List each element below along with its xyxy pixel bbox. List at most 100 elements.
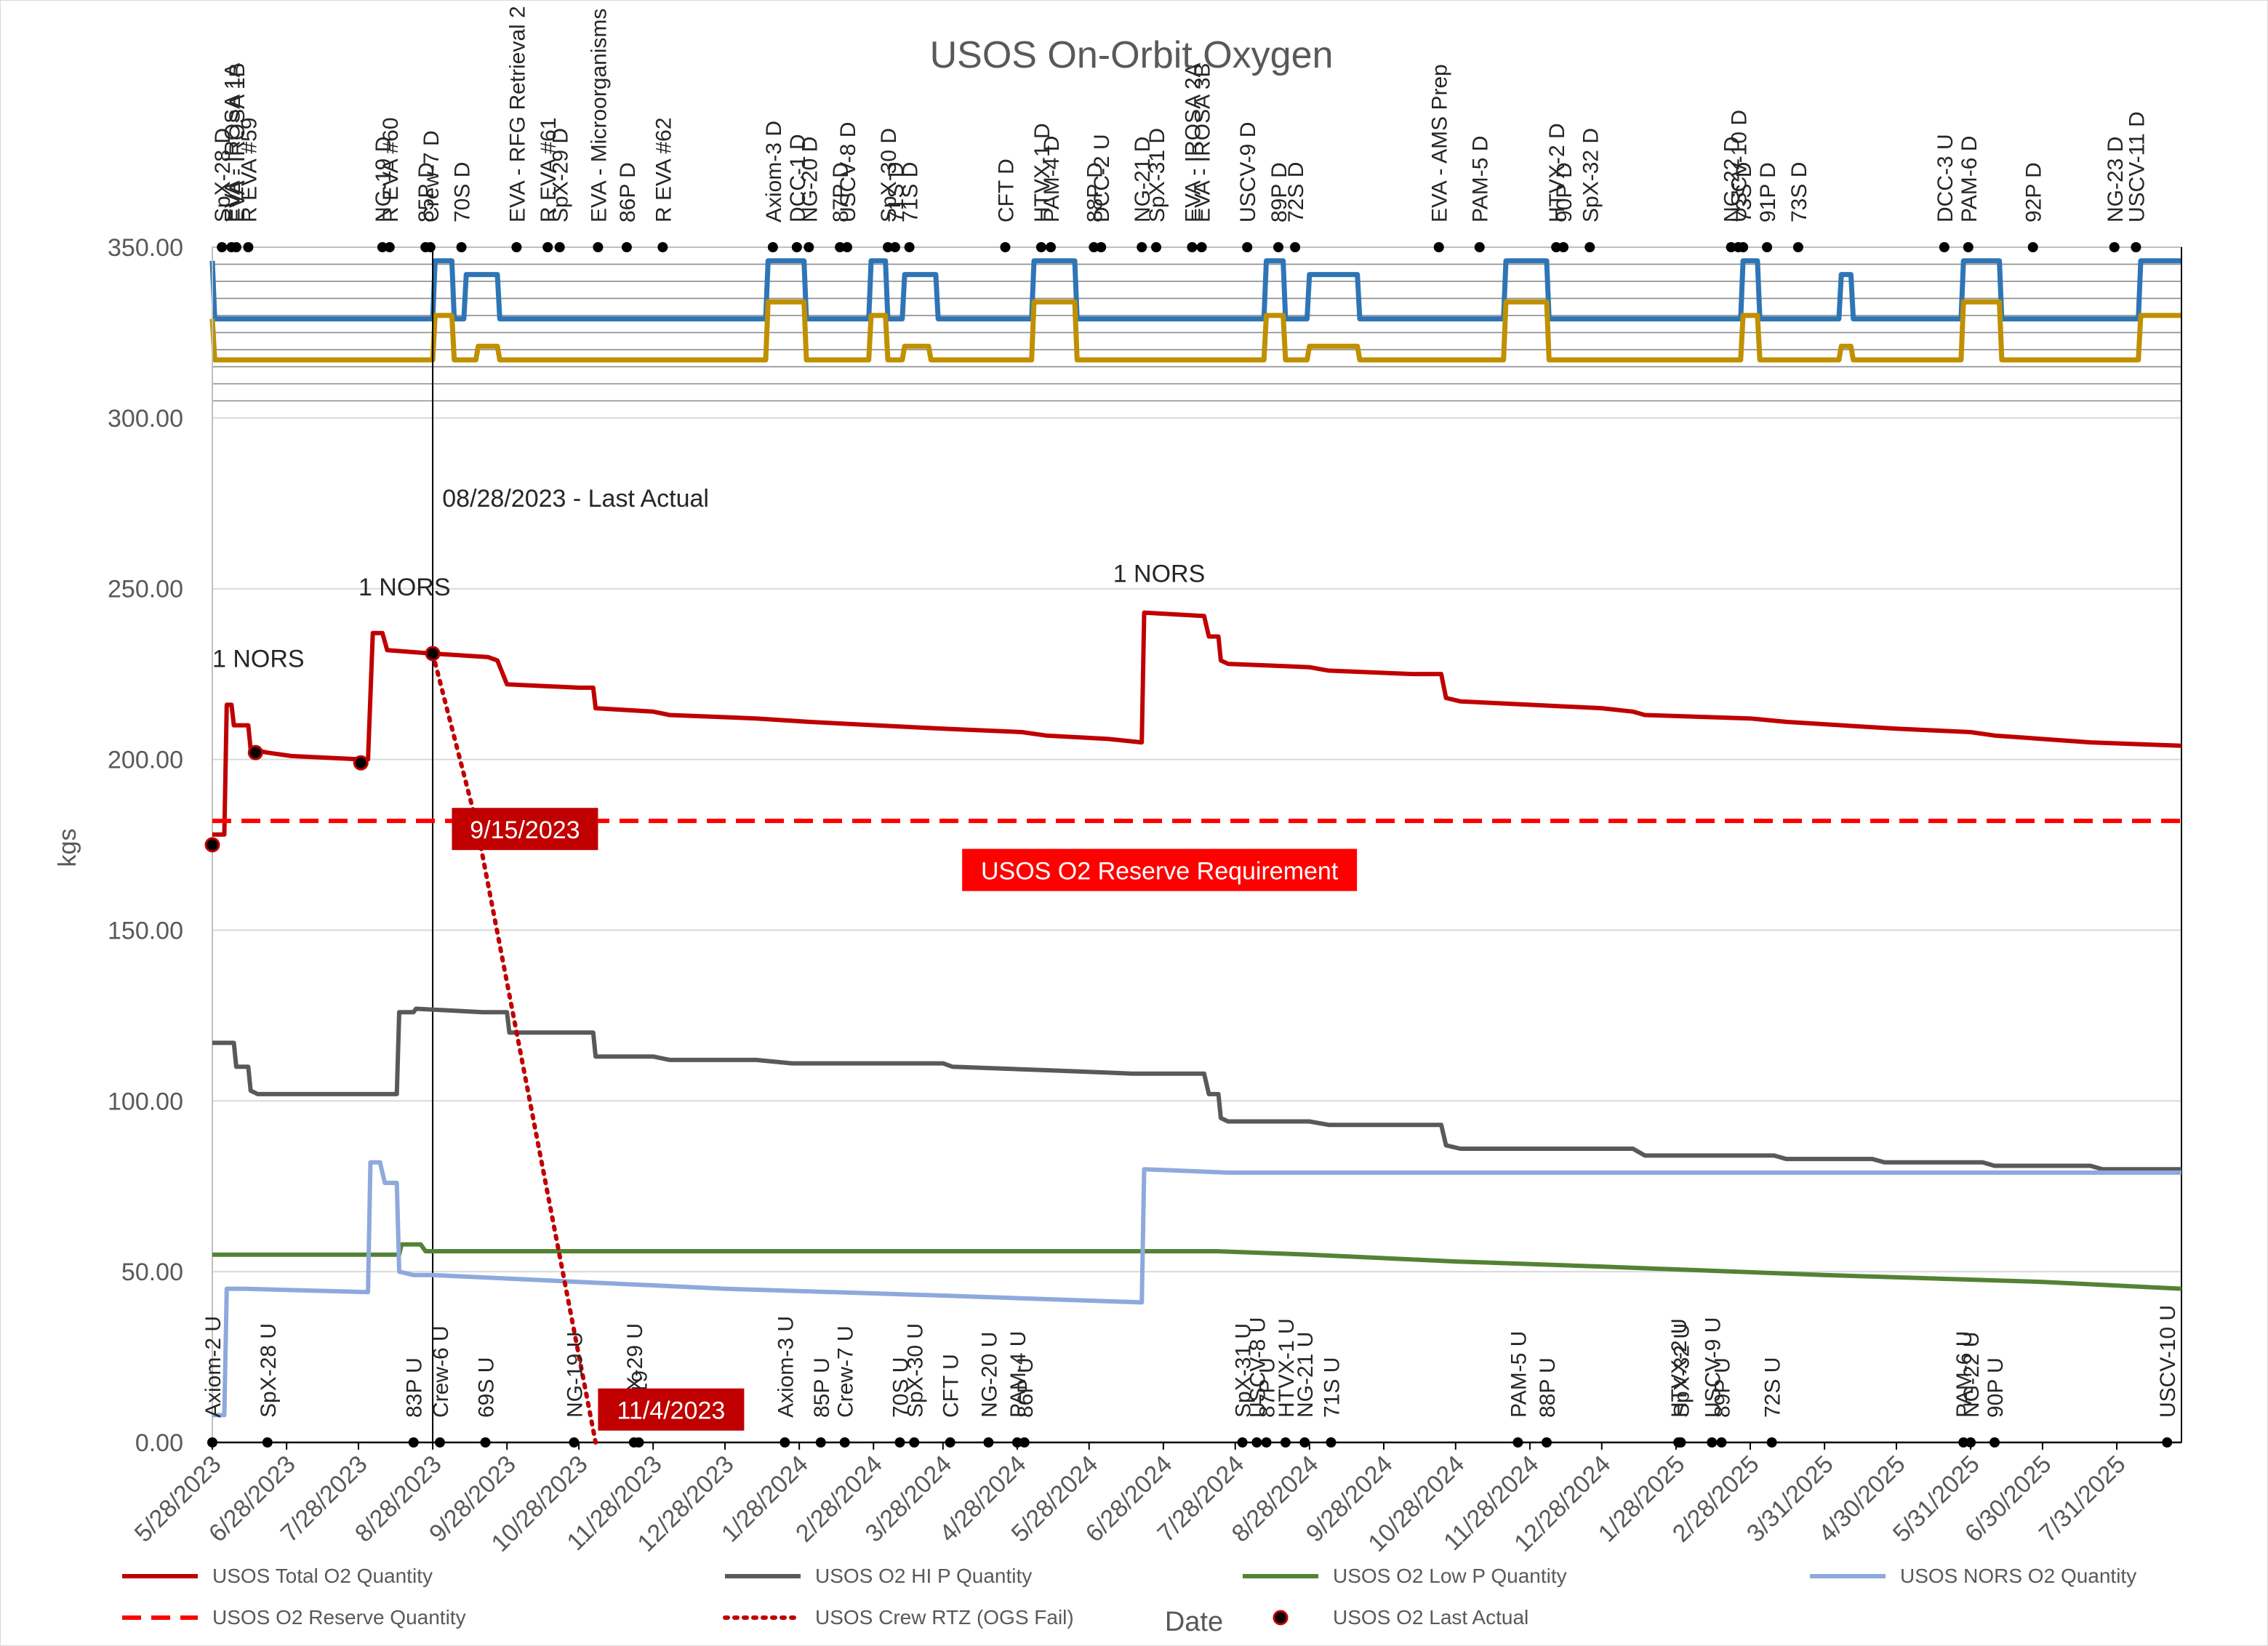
top-event-marker (1726, 242, 1736, 252)
bottom-event-label: SpX-31 U (1232, 1323, 1256, 1418)
top-event-label: R EVA #59 (237, 117, 261, 222)
top-event-label: PAM-6 D (1958, 136, 1982, 222)
annotation-label: 1 NORS (358, 574, 451, 601)
top-event-label: 85P D (414, 162, 438, 222)
bottom-event-marker (262, 1437, 273, 1448)
top-event-label: 73S D (1732, 162, 1756, 222)
top-event-label: SpX-30 D (877, 128, 901, 222)
top-event-label: EVA - RFG Retrieval 2 (505, 6, 529, 222)
bottom-event-marker (1958, 1437, 1969, 1448)
bottom-event-label: 88P U (1536, 1357, 1560, 1418)
top-event-marker (542, 242, 553, 252)
top-event-label: NG-23 D (2104, 137, 2128, 222)
bottom-event-label: 85P U (810, 1357, 834, 1418)
usos-total-o2-quantity-series (212, 610, 2182, 837)
top-event-marker (1290, 242, 1301, 252)
bottom-event-marker (480, 1437, 491, 1448)
bottom-event-marker (1237, 1437, 1248, 1448)
top-event-label: Axiom-3 D (762, 121, 786, 222)
annotation-box-label: USOS O2 Reserve Requirement (981, 858, 1339, 886)
top-event-marker (883, 242, 894, 252)
usos-o2-low-p-quantity-series (212, 1242, 2182, 1291)
bottom-event-label: PAM-4 U (1006, 1331, 1030, 1418)
legend-label: USOS NORS O2 Quantity (1900, 1565, 2136, 1587)
top-event-marker (1792, 242, 1803, 252)
top-event-label: 72S D (1284, 162, 1308, 222)
bottom-event-marker (983, 1437, 994, 1448)
top-event-marker (377, 242, 388, 252)
top-event-marker (1150, 242, 1161, 252)
top-event-label: PAM-4 D (1040, 136, 1064, 222)
top-event-label: 88P D (1083, 162, 1107, 222)
top-event-marker (1035, 242, 1046, 252)
top-event-label: R EVA #60 (379, 117, 403, 222)
bottom-event-label: 70S U (889, 1357, 913, 1418)
bottom-event-marker (1251, 1437, 1262, 1448)
last-actual-marker (353, 755, 369, 771)
top-event-marker (621, 242, 632, 252)
bottom-event-label: NG-22 U (1960, 1332, 1984, 1418)
bottom-event-label: PAM-6 U (1952, 1331, 1976, 1418)
annotations: 08/28/2023 - Last Actual 1 NORS 1 NORS 1 NO… (212, 485, 1358, 1431)
top-event-marker (1000, 242, 1011, 252)
y-tick-label: 250.00 (108, 576, 183, 603)
bottom-event-label: USCV-9 U (1701, 1317, 1725, 1418)
bottom-event-marker (1766, 1437, 1777, 1448)
top-event-marker (767, 242, 778, 252)
top-event-marker (593, 242, 604, 252)
y-tick-label: 200.00 (108, 747, 183, 774)
top-event-label: EVA - IROSA 3B (1191, 63, 1215, 222)
top-event-marker (511, 242, 522, 252)
top-event-label: 87P D (829, 162, 853, 222)
bottom-event-label: NG-20 U (977, 1332, 1001, 1418)
top-event-label: Crew-7 D (420, 130, 444, 222)
top-event-marker (791, 242, 802, 252)
top-event-label: EVA - Microorganisms (587, 8, 611, 222)
top-event-marker (1046, 242, 1057, 252)
bottom-event-marker (1261, 1437, 1272, 1448)
bottom-event-marker (1675, 1437, 1686, 1448)
legend-label: USOS Total O2 Quantity (212, 1565, 433, 1587)
top-event-marker (1196, 242, 1207, 252)
usos-nors-o2-quantity-series (212, 1160, 2181, 1418)
top-event-label: 71S D (884, 162, 908, 222)
last-actual-marker (204, 837, 220, 853)
top-event-marker (2131, 242, 2141, 252)
annotation-label: 1 NORS (212, 646, 305, 673)
bottom-event-marker (1011, 1437, 1022, 1448)
bottom-event-marker (1299, 1437, 1310, 1448)
bottom-event-label: Axiom-3 U (774, 1316, 798, 1418)
last-actual-marker (247, 744, 263, 760)
bottom-event-marker (408, 1437, 419, 1448)
bottom-event-label: Crew-7 U (834, 1325, 858, 1418)
top-event-marker (657, 242, 668, 252)
bottom-event-label: 90P U (1984, 1357, 2008, 1418)
top-event-marker (804, 242, 814, 252)
bottom-event-marker (1707, 1437, 1718, 1448)
bottom-event-label: HTVX-2 U (1667, 1318, 1691, 1418)
bottom-event-label: 72S U (1761, 1357, 1785, 1418)
top-event-label: 71S D (899, 162, 923, 222)
bottom-event-label: SpX-32 U (1670, 1323, 1694, 1418)
y-tick-label: 0.00 (135, 1429, 183, 1457)
y-tick-label: 150.00 (108, 917, 183, 944)
top-event-marker (1939, 242, 1950, 252)
bottom-event-label: NG-21 U (1294, 1332, 1318, 1418)
top-event-marker (384, 242, 395, 252)
top-event-marker (2109, 242, 2120, 252)
bottom-event-marker (1512, 1437, 1523, 1448)
y-tick-label: 50.00 (121, 1258, 183, 1286)
top-event-label: NG-20 D (798, 137, 822, 222)
bottom-event-label: 69S U (475, 1357, 499, 1418)
bottom-event-marker (1716, 1437, 1727, 1448)
top-event-label: R EVA #62 (652, 117, 676, 222)
top-event-marker (1242, 242, 1253, 252)
bottom-event-marker (780, 1437, 790, 1448)
usos-o2-hi-p-quantity-series (212, 1006, 2181, 1172)
top-event-label: R EVA #61 (537, 117, 561, 222)
annotation-box (452, 808, 598, 851)
y-tick-label: 350.00 (108, 234, 183, 262)
top-event-marker (889, 242, 900, 252)
legend-marker (1273, 1610, 1289, 1626)
